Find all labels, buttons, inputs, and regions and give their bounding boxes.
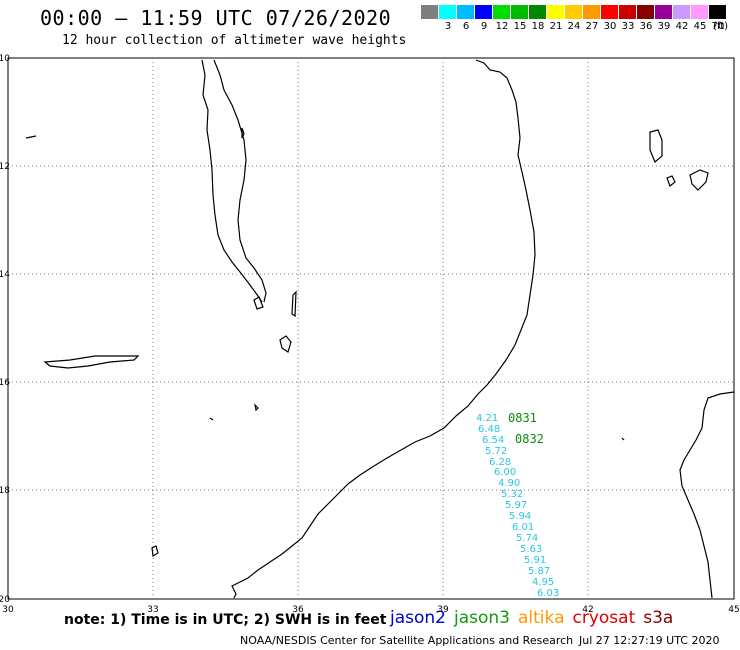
scale-label: 36 (639, 21, 653, 32)
scale-swatch (709, 5, 727, 19)
scale-swatch (511, 5, 529, 19)
scale-swatch (475, 5, 493, 19)
latitude-tick: -14 (0, 270, 10, 280)
latitude-tick: -16 (0, 378, 10, 388)
scale-swatch (529, 5, 547, 19)
wave-height-value: 6.48 (478, 424, 500, 435)
longitude-tick: 42 (582, 605, 593, 615)
timestamp-text: Jul 27 12:27:19 UTC 2020 (579, 634, 720, 647)
wave-height-value: 6.00 (494, 467, 516, 478)
scale-swatch (655, 5, 673, 19)
latitude-tick-labels: -10 -12 -14 -16 -18 -20 (0, 54, 10, 605)
longitude-tick: 39 (437, 605, 449, 615)
map-title: 00:00 – 11:59 UTC 07/26/2020 (40, 6, 392, 30)
longitude-tick: 45 (728, 605, 739, 615)
wave-height-value: 6.54 (482, 435, 504, 446)
latitude-tick: -12 (0, 162, 10, 172)
wave-height-value: 5.91 (524, 555, 546, 566)
scale-swatch (583, 5, 601, 19)
scale-swatch (547, 5, 565, 19)
scale-label: 12 (495, 21, 509, 32)
scale-label: 18 (531, 21, 545, 32)
latitude-tick: -18 (0, 486, 10, 496)
scale-label: 27 (585, 21, 599, 32)
wave-height-value: 5.63 (520, 544, 542, 555)
scale-label: 21 (549, 21, 563, 32)
wave-height-value: 6.03 (537, 588, 559, 599)
map-note: note: 1) Time is in UTC; 2) SWH is in fe… (64, 612, 387, 628)
wave-height-value: 5.72 (485, 446, 507, 457)
wave-height-value: 4.90 (498, 478, 520, 489)
wave-height-value: 6.28 (489, 457, 511, 468)
scale-swatch (619, 5, 637, 19)
longitude-tick: 33 (147, 605, 158, 615)
satellite-legend-item: jason3 (454, 608, 510, 628)
pass-time-label: 0831 (508, 411, 537, 425)
scale-swatch (421, 5, 439, 19)
satellite-pass-labels: 0831 0832 (508, 411, 544, 446)
satellite-legend-item: jason2 (390, 608, 446, 628)
scale-label: 33 (621, 21, 635, 32)
longitude-tick-labels: 30 33 36 39 42 45 (2, 605, 739, 615)
color-scale-labels: 3 6 9 12 15 18 21 24 27 30 33 36 39 42 45 70 (421, 21, 727, 32)
scale-label: 30 (603, 21, 617, 32)
scale-swatch (601, 5, 619, 19)
longitude-tick: 30 (2, 605, 14, 615)
scale-label: 24 (567, 21, 581, 32)
scale-label: 39 (657, 21, 671, 32)
map-frame (7, 57, 735, 600)
graticule (8, 58, 734, 599)
satellite-legend-item: altika (518, 608, 565, 628)
satellite-legend-item: s3a (643, 608, 674, 628)
wave-height-value: 5.74 (516, 533, 538, 544)
scale-label: 9 (480, 21, 488, 32)
scale-label: 45 (693, 21, 707, 32)
wave-height-value: 5.32 (501, 489, 523, 500)
wave-height-observations: 4.216.486.545.726.286.004.905.325.975.94… (476, 413, 559, 599)
scale-swatch (457, 5, 475, 19)
pass-time-label: 0832 (515, 432, 544, 446)
wave-height-value: 6.01 (512, 522, 534, 533)
scale-label: 6 (462, 21, 470, 32)
scale-swatch (691, 5, 709, 19)
wave-height-value: 5.97 (505, 500, 527, 511)
scale-label: 70 (711, 21, 725, 32)
scale-label: 15 (513, 21, 527, 32)
latitude-tick: -20 (0, 595, 10, 605)
longitude-tick: 36 (292, 605, 304, 615)
wave-height-value: 4.95 (532, 577, 554, 588)
scale-swatch (637, 5, 655, 19)
scale-label: 42 (675, 21, 689, 32)
latitude-tick: -10 (0, 54, 10, 64)
color-scale (421, 5, 727, 19)
color-scale-unit: (ft) (713, 21, 729, 32)
scale-swatch (565, 5, 583, 19)
scale-swatch (439, 5, 457, 19)
satellite-legend-item: cryosat (572, 608, 636, 628)
scale-label: 3 (444, 21, 452, 32)
map-subtitle: 12 hour collection of altimeter wave hei… (62, 33, 407, 48)
satellite-legend: jason2 jason3 altika cryosat s3a (390, 608, 681, 628)
wave-height-value: 4.21 (476, 413, 498, 424)
wave-height-value: 5.94 (509, 511, 531, 522)
scale-swatch (493, 5, 511, 19)
scale-swatch (673, 5, 691, 19)
wave-height-value: 5.87 (528, 566, 550, 577)
credit-text: NOAA/NESDIS Center for Satellite Applica… (240, 634, 574, 647)
coastline (25, 59, 735, 599)
